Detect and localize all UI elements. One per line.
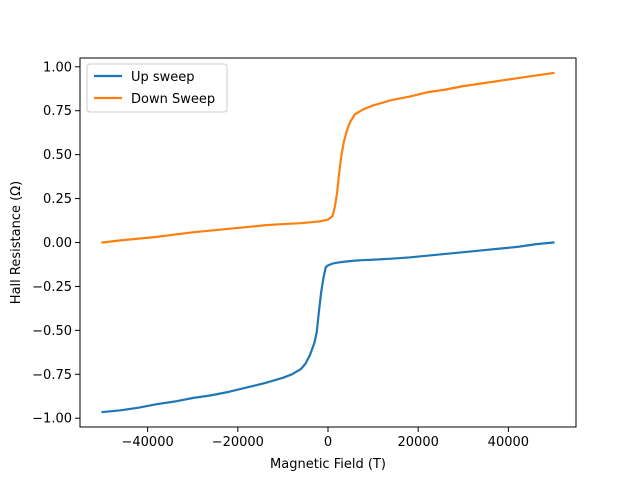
x-tick-label: 0	[324, 435, 332, 450]
y-tick-label: 0.50	[43, 148, 72, 163]
y-tick-label: 0.00	[43, 236, 72, 251]
y-tick-label: −0.75	[32, 368, 72, 383]
y-tick-label: −1.00	[32, 412, 72, 427]
legend-label: Up sweep	[131, 70, 195, 85]
y-tick-label: −0.25	[32, 280, 72, 295]
y-tick-label: 0.25	[43, 192, 72, 207]
legend: Up sweep Down Sweep	[86, 63, 228, 113]
x-axis-label: Magnetic Field (T)	[270, 457, 386, 472]
x-axis: −40000 −20000 0 20000 40000	[122, 427, 529, 450]
x-tick-label: 20000	[398, 435, 439, 450]
y-tick-label: 0.75	[43, 104, 72, 119]
y-tick-label: −0.50	[32, 324, 72, 339]
y-axis-label: Hall Resistance (Ω)	[9, 181, 24, 304]
x-tick-label: −40000	[122, 435, 174, 450]
series-line-1	[101, 71, 555, 244]
series-line-0	[101, 241, 555, 414]
legend-label: Down Sweep	[131, 92, 215, 107]
x-tick-label: −20000	[212, 435, 264, 450]
y-tick-label: 1.00	[43, 60, 72, 75]
y-axis: −1.00 −0.75 −0.50 −0.25 0.00 0.25 0.50 0.75 1.00	[32, 60, 80, 427]
series-layer	[101, 71, 555, 414]
x-tick-label: 40000	[488, 435, 529, 450]
